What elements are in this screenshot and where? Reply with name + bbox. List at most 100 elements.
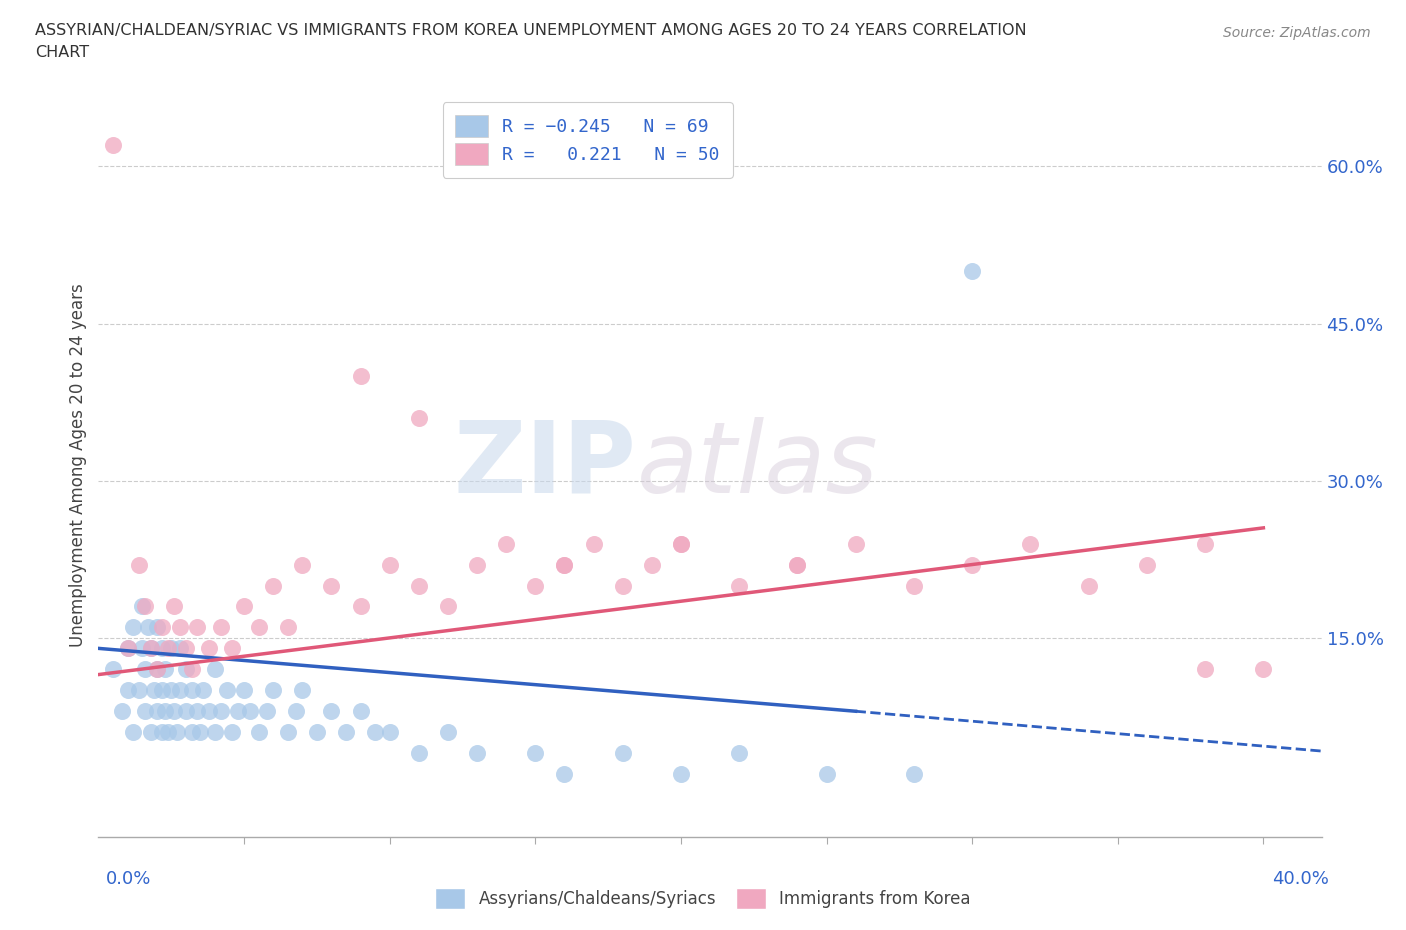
Point [186,704,208,719]
Point [188,724,212,739]
Point [960,264,983,279]
Point [174,641,197,656]
Point [155,662,177,677]
Point [335,724,357,739]
Point [247,620,270,635]
Point [131,599,153,614]
Point [209,704,232,719]
Point [256,704,278,719]
Point [198,704,221,719]
Point [204,724,226,739]
Point [845,537,868,551]
Point [903,578,925,593]
Point [169,641,191,656]
Point [277,724,299,739]
Point [291,557,314,572]
Point [612,578,634,593]
Point [524,746,547,761]
Point [226,704,249,719]
Point [160,683,183,698]
Point [553,557,575,572]
Point [221,724,243,739]
Point [786,557,808,572]
Point [145,662,167,677]
Point [378,557,401,572]
Legend: Assyrians/Chaldeans/Syriacs, Immigrants from Korea: Assyrians/Chaldeans/Syriacs, Immigrants … [427,880,979,917]
Point [495,537,517,551]
Point [209,620,232,635]
Point [145,620,167,635]
Point [174,662,197,677]
Point [204,662,226,677]
Point [152,620,174,635]
Point [128,557,150,572]
Point [349,704,371,719]
Point [349,599,371,614]
Point [155,704,177,719]
Point [169,683,191,698]
Point [728,578,751,593]
Point [277,620,299,635]
Point [134,662,156,677]
Point [131,641,153,656]
Point [163,704,186,719]
Point [239,704,262,719]
Point [136,620,159,635]
Point [378,724,401,739]
Point [117,641,139,656]
Point [198,641,221,656]
Point [262,683,284,698]
Text: atlas: atlas [637,417,879,513]
Point [233,599,256,614]
Point [221,641,243,656]
Point [1194,537,1216,551]
Point [152,724,174,739]
Point [152,641,174,656]
Point [101,662,124,677]
Point [117,683,139,698]
Point [553,557,575,572]
Point [612,746,634,761]
Point [134,704,156,719]
Y-axis label: Unemployment Among Ages 20 to 24 years: Unemployment Among Ages 20 to 24 years [69,283,87,647]
Point [117,641,139,656]
Point [582,537,605,551]
Text: Source: ZipAtlas.com: Source: ZipAtlas.com [1223,26,1371,40]
Point [134,599,156,614]
Point [669,766,692,781]
Point [437,724,460,739]
Point [960,557,983,572]
Point [408,410,430,425]
Point [669,537,692,551]
Point [524,578,547,593]
Point [1194,662,1216,677]
Point [145,704,167,719]
Point [903,766,925,781]
Point [786,557,808,572]
Point [669,537,692,551]
Point [163,599,186,614]
Point [169,620,191,635]
Point [215,683,238,698]
Point [233,683,256,698]
Point [145,662,167,677]
Point [142,683,165,698]
Point [152,683,174,698]
Point [1077,578,1099,593]
Point [193,683,215,698]
Text: CHART: CHART [35,45,89,60]
Point [139,724,162,739]
Text: 40.0%: 40.0% [1272,870,1329,888]
Point [139,641,162,656]
Text: ZIP: ZIP [454,417,637,513]
Point [1136,557,1159,572]
Point [247,724,270,739]
Point [815,766,838,781]
Point [437,599,460,614]
Point [408,746,430,761]
Point [122,620,145,635]
Point [321,578,343,593]
Point [157,724,180,739]
Text: ASSYRIAN/CHALDEAN/SYRIAC VS IMMIGRANTS FROM KOREA UNEMPLOYMENT AMONG AGES 20 TO : ASSYRIAN/CHALDEAN/SYRIAC VS IMMIGRANTS F… [35,23,1026,38]
Point [166,724,188,739]
